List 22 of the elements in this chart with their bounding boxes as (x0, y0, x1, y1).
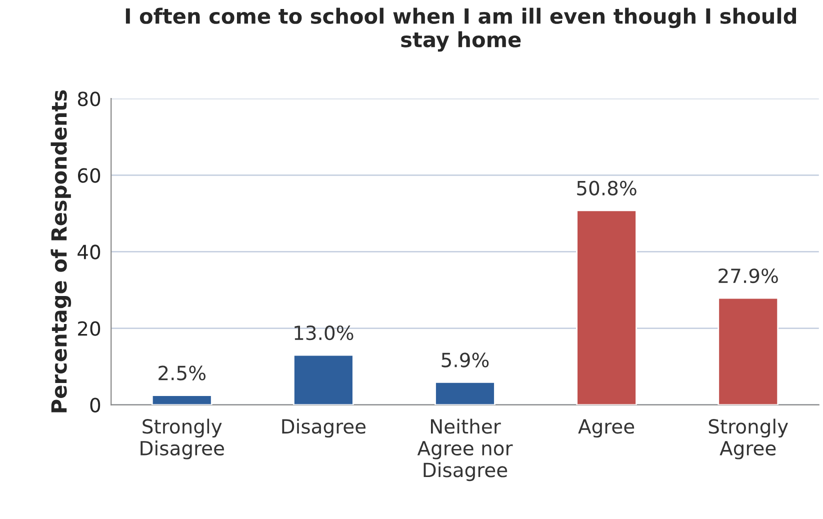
bar (434, 382, 496, 405)
y-tick-label: 0 (90, 398, 100, 412)
y-tick-label: 60 (78, 168, 100, 183)
bar (151, 394, 212, 405)
y-axis-title: Percentage of Respondents (50, 90, 72, 412)
y-tick-label: 40 (78, 244, 100, 260)
bar (718, 297, 779, 405)
data-label: 27.9% (718, 268, 778, 284)
x-tick-label: Strongly Agree (708, 418, 788, 460)
data-label: 5.9% (442, 352, 489, 368)
x-tick-label: Strongly Disagree (140, 418, 224, 460)
chart-title: I often come to school when I am ill even though I should stay home (126, 8, 796, 52)
x-tick-label: Neither Agree nor Disagree (417, 418, 513, 482)
bar (576, 210, 637, 405)
data-label: 2.5% (158, 366, 206, 380)
y-tick-label: 80 (78, 92, 100, 106)
data-label: 50.8% (577, 180, 636, 196)
bar (293, 354, 354, 405)
x-tick-label: Agree (578, 419, 634, 438)
data-label: 13.0% (294, 325, 354, 340)
y-tick-label: 20 (78, 321, 100, 336)
x-tick-label: Disagree (282, 418, 366, 438)
